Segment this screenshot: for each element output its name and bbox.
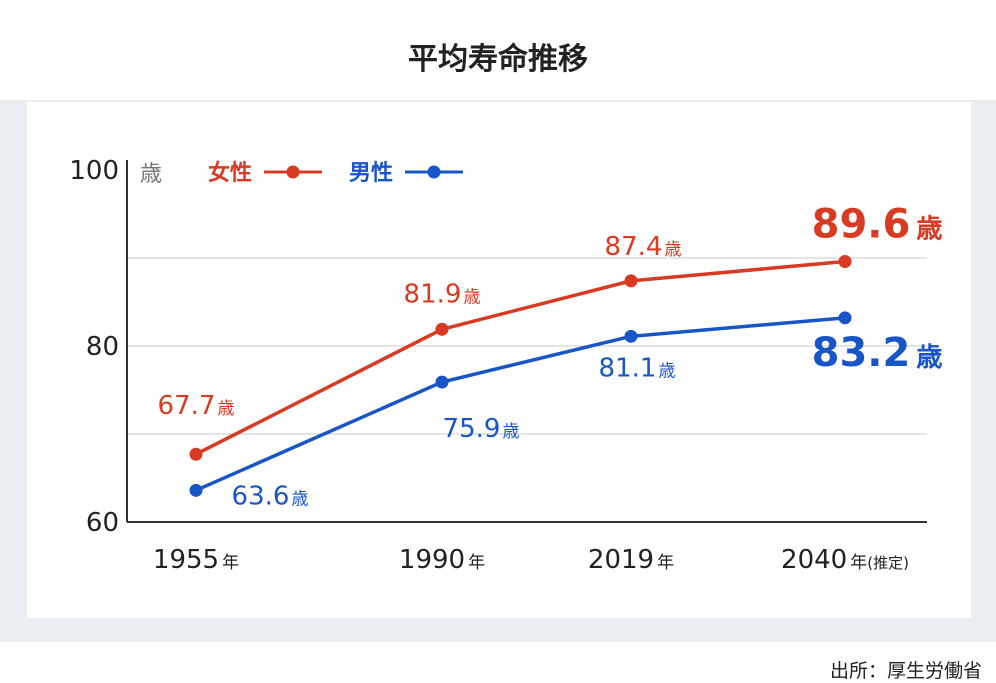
x-tick-unit: 年 <box>222 553 239 573</box>
data-label-unit: 歳 <box>463 287 480 307</box>
x-tick-year: 1990 <box>399 545 465 575</box>
data-label: 89.6 歳 <box>812 202 943 248</box>
x-tick-label: 1990 年 <box>399 545 485 575</box>
data-point <box>435 322 449 336</box>
series-layer <box>189 255 852 497</box>
data-label-unit: 歳 <box>658 361 675 381</box>
y-axis-label: 歳 <box>140 162 162 187</box>
data-point <box>624 274 638 288</box>
data-label-value: 81.1 <box>599 353 657 383</box>
data-label: 67.7 歳 <box>158 391 235 421</box>
data-label: 81.9 歳 <box>404 279 481 309</box>
data-label-unit: 歳 <box>664 240 681 260</box>
x-tick-year: 2040 <box>781 545 847 575</box>
x-tick-year: 2019 <box>588 545 654 575</box>
x-tick-unit: 年 <box>657 553 674 573</box>
data-label-value: 67.7 <box>158 391 216 421</box>
data-label-value: 87.4 <box>605 232 663 262</box>
y-tick-label: 80 <box>86 332 119 362</box>
x-tick-label: 1955 年 <box>153 545 239 575</box>
data-label: 87.4 歳 <box>605 232 682 262</box>
x-tick-unit: 年 <box>850 553 867 573</box>
x-tick-label: 2019 年 <box>588 545 674 575</box>
legend-marker <box>427 165 441 179</box>
data-label: 63.6 歳 <box>232 481 309 511</box>
data-label-unit: 歳 <box>291 489 308 509</box>
series-line <box>195 259 846 456</box>
legend-marker <box>286 165 300 179</box>
chart-title: 平均寿命推移 <box>408 42 588 77</box>
data-label-unit: 歳 <box>502 422 519 442</box>
data-point <box>838 311 852 325</box>
data-label: 81.1 歳 <box>599 353 676 383</box>
data-label-unit: 歳 <box>916 343 942 373</box>
legend: 女性 男性 <box>208 160 463 186</box>
data-label-value: 81.9 <box>404 279 462 309</box>
chart-card: 100 80 60 歳 1955 年 1990 年 2019 年 2040 年(推定) 女性 男性 67… <box>27 102 971 618</box>
data-point <box>189 447 203 461</box>
x-tick-label: 2040 年(推定) <box>781 545 909 575</box>
data-label-value: 89.6 <box>812 202 911 248</box>
y-tick-label: 100 <box>69 156 119 186</box>
legend-label: 男性 <box>349 161 393 186</box>
data-label-unit: 歳 <box>916 215 942 245</box>
data-label: 83.2 歳 <box>812 330 943 376</box>
data-label: 75.9 歳 <box>443 414 520 444</box>
x-tick-unit: 年 <box>468 553 485 573</box>
data-point <box>624 329 638 343</box>
data-point <box>189 483 203 497</box>
y-tick-label: 60 <box>86 508 119 538</box>
data-label-layer: 67.7 歳81.9 歳87.4 歳89.6 歳63.6 歳75.9 歳81.1 歳 83.2 歳 <box>158 202 943 512</box>
data-point <box>435 375 449 389</box>
data-point <box>838 255 852 269</box>
data-label-unit: 歳 <box>217 399 234 419</box>
x-tick-note: (推定) <box>867 554 909 572</box>
source-note: 出所：厚生労働省 <box>829 660 982 682</box>
data-label-value: 75.9 <box>443 414 501 444</box>
x-tick-year: 1955 <box>153 545 219 575</box>
legend-label: 女性 <box>208 160 252 186</box>
data-label-value: 83.2 <box>812 330 911 376</box>
data-label-value: 63.6 <box>232 481 290 511</box>
grid-layer <box>127 257 927 435</box>
series-line <box>195 316 846 492</box>
